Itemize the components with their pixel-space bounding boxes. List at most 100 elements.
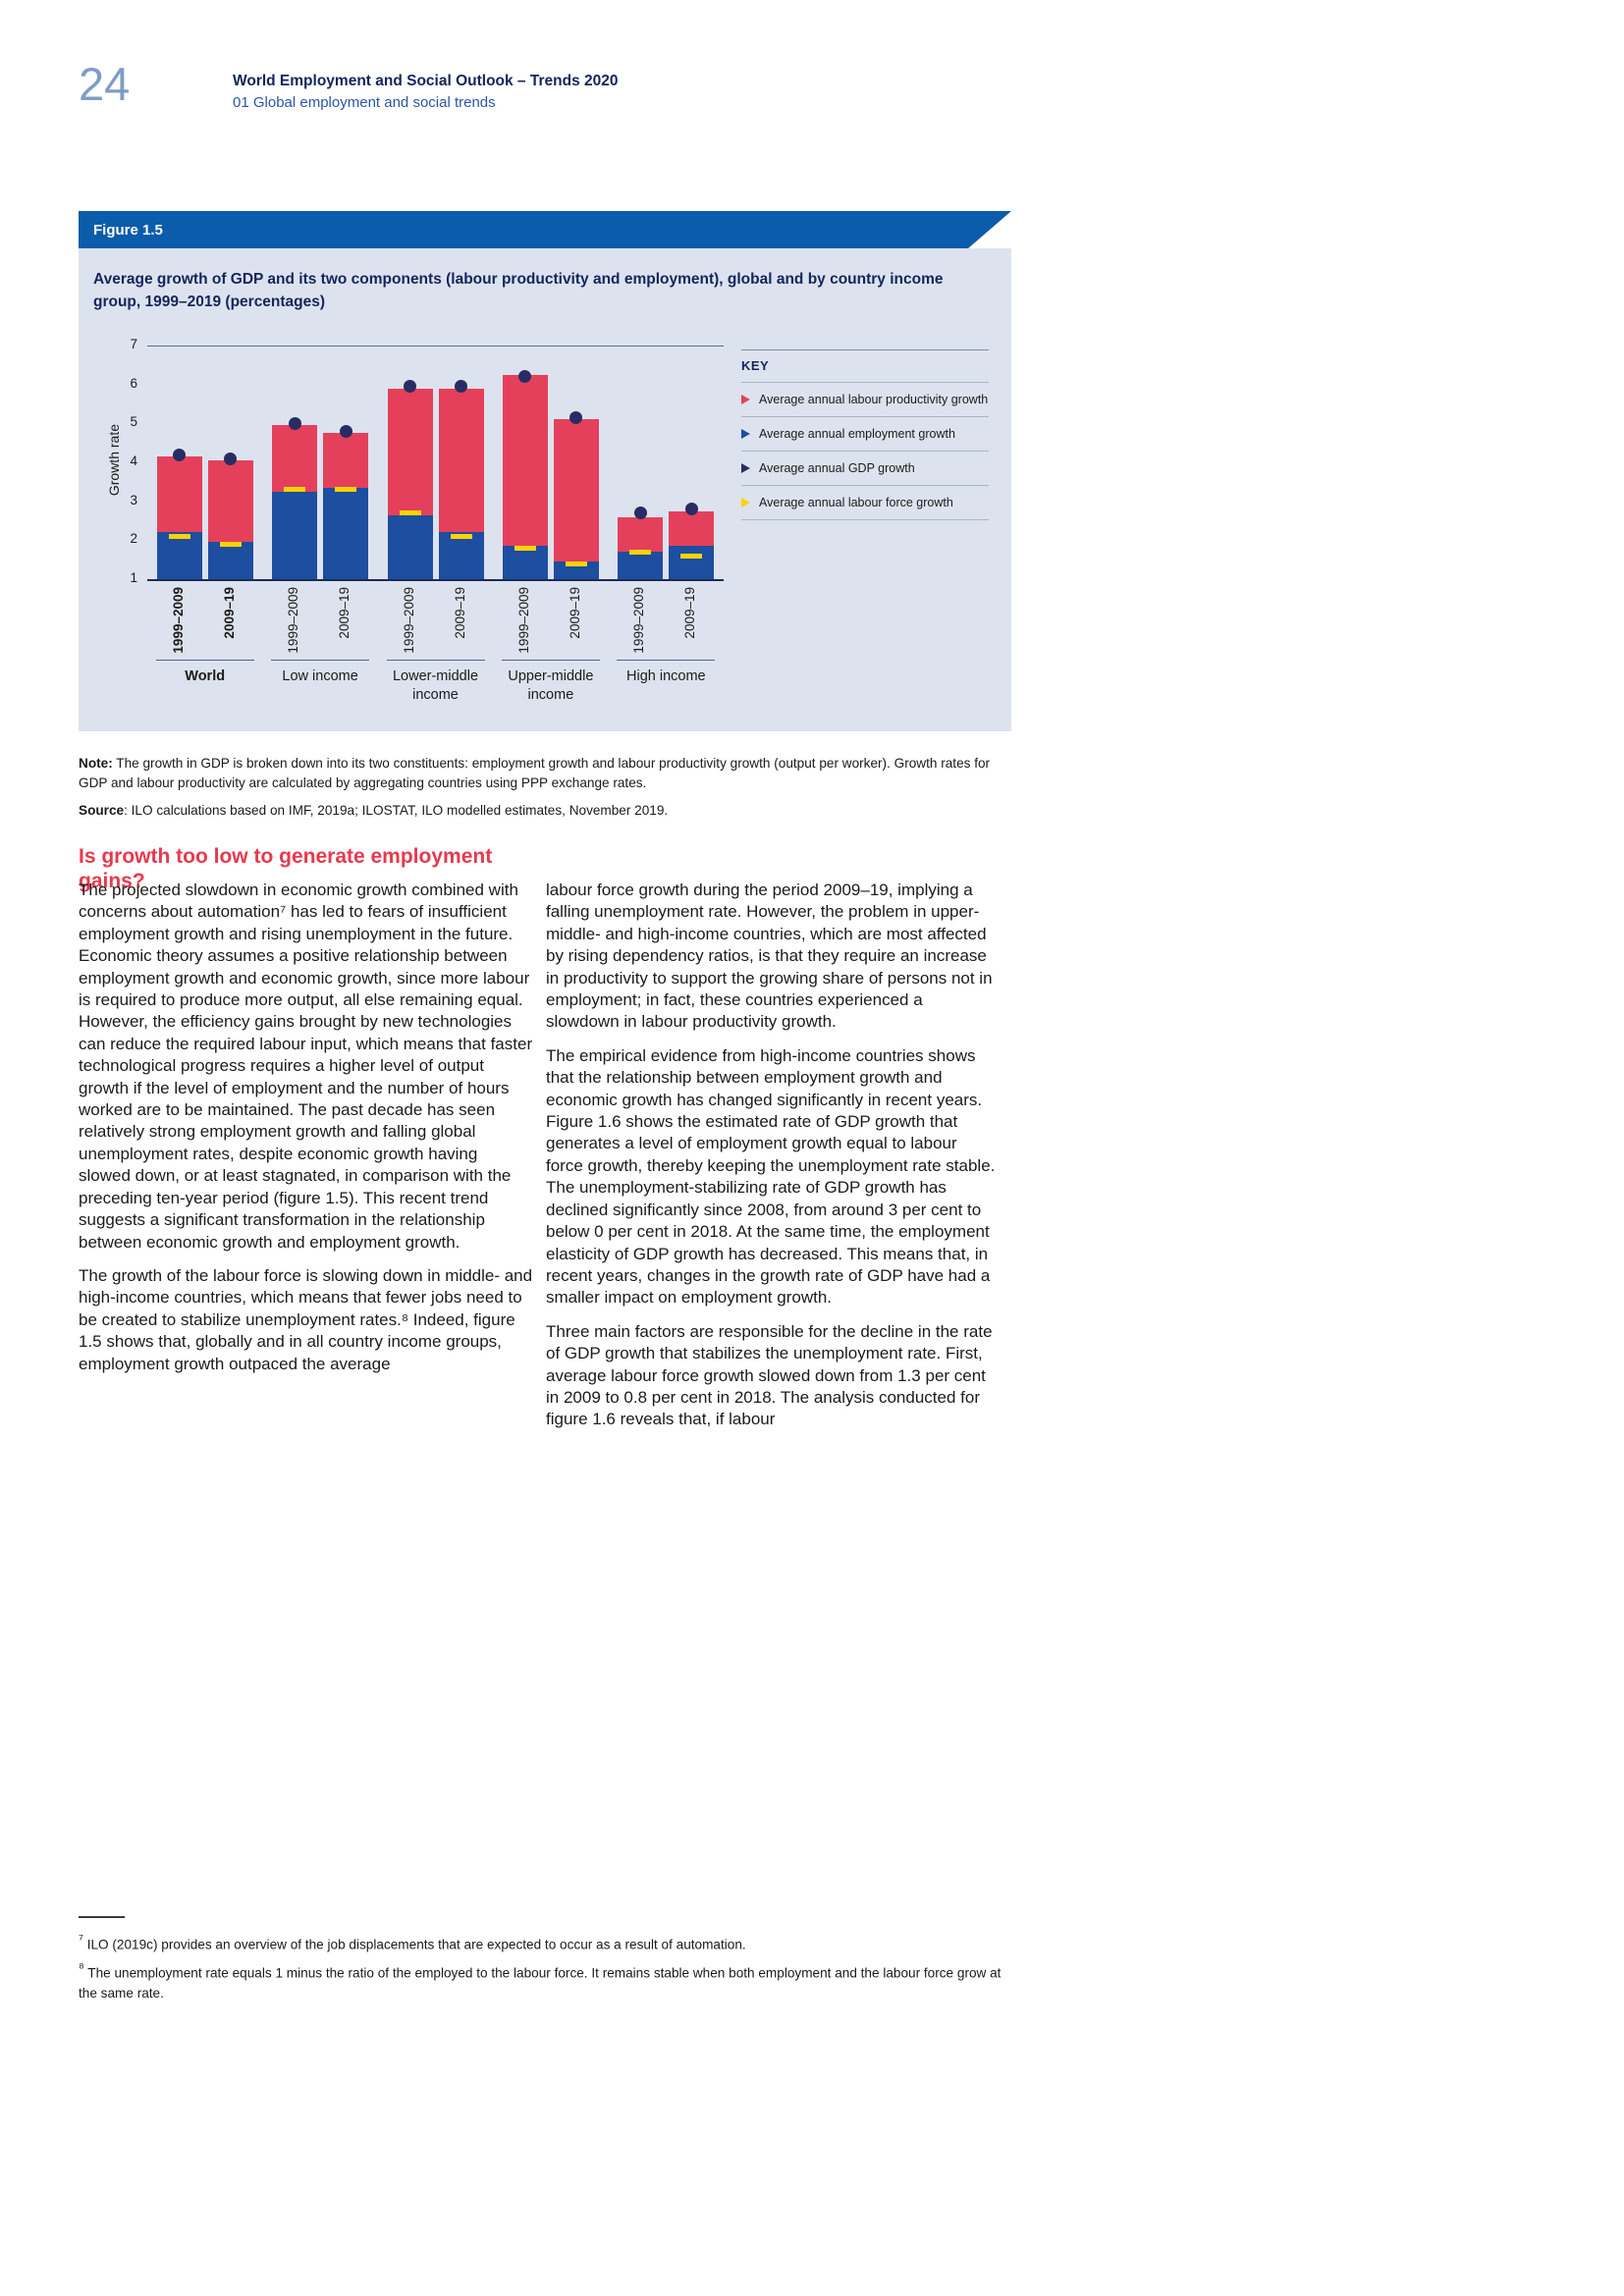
x-period-label: 2009–19 — [452, 587, 467, 639]
group-label: Lower-middle income — [392, 668, 479, 703]
bar-segment-productivity — [207, 460, 253, 543]
figure-source: Source: ILO calculations based on IMF, 2… — [79, 801, 1009, 821]
x-period-label: 2009–19 — [337, 587, 352, 639]
bar-segment-productivity — [438, 388, 484, 533]
gdp-dot — [633, 507, 647, 520]
bar-segment-employment — [502, 546, 548, 579]
section-heading: Is growth too low to generate employment… — [79, 845, 493, 893]
bar-segment-employment — [669, 546, 715, 579]
labour_force-triangle-icon — [741, 498, 750, 507]
footnote-7: ⁷ ILO (2019c) provides an overview of th… — [79, 1930, 1011, 1955]
bar-segment-productivity — [553, 419, 599, 562]
paragraph: The projected slowdown in economic growt… — [79, 881, 533, 1252]
footnote-marker: ⁸ — [79, 1959, 84, 1975]
gdp-dot — [173, 448, 187, 461]
x-period-label: 2009–19 — [567, 587, 582, 639]
y-tick-label: 7 — [130, 337, 137, 351]
x-period-label: 1999–2009 — [515, 587, 531, 654]
legend-entries: Average annual labour productivity growt… — [741, 383, 989, 520]
gdp-dot — [455, 380, 467, 394]
group-label: World — [185, 668, 226, 684]
bar-segment-employment — [156, 532, 202, 579]
labour-force-dash — [399, 510, 421, 516]
figure-banner-label: Figure 1.5 — [93, 221, 163, 239]
bar-segment-employment — [618, 552, 664, 579]
labour-force-dash — [450, 533, 472, 539]
bar-segment-employment — [387, 514, 433, 579]
figure-title: Average growth of GDP and its two compon… — [93, 271, 944, 311]
legend-entry-label: Average annual labour force growth — [759, 496, 953, 509]
gdp-dot — [224, 452, 238, 465]
note-text: The growth in GDP is broken down into it… — [79, 756, 991, 791]
figure-banner: Figure 1.5 — [79, 211, 1011, 248]
text-column-right: labour force growth during the period 20… — [546, 880, 998, 1443]
y-tick-label: 3 — [130, 492, 137, 507]
gdp-growth-chart: 1 2 3 4 5 6 7 1999–2009 2009–19 World 1999–2009 200… — [79, 248, 1011, 731]
labour-force-dash — [168, 533, 190, 539]
paragraph: labour force growth during the period 20… — [546, 881, 993, 1032]
group-rule — [155, 660, 254, 661]
x-period-label: 1999–2009 — [170, 587, 186, 654]
bar-segment-employment — [323, 487, 369, 579]
page-number: 24 — [79, 58, 131, 110]
labour-force-dash — [514, 545, 536, 551]
top-gridline — [147, 346, 724, 347]
footnote-text: The unemployment rate equals 1 minus the… — [79, 1965, 1001, 2001]
labour-force-dash — [284, 487, 306, 493]
group-label: High income — [626, 668, 706, 684]
group-label: Upper-middle income — [508, 668, 594, 703]
bar-segment-productivity — [618, 516, 664, 553]
group-rule — [386, 660, 485, 661]
source-text: : ILO calculations based on IMF, 2019a; … — [124, 802, 669, 818]
labour-force-dash — [565, 561, 587, 566]
labour-force-dash — [629, 549, 652, 555]
bar-segment-productivity — [387, 388, 433, 515]
group-label: Low income — [282, 668, 358, 684]
page-header: World Employment and Social Outlook – Tr… — [233, 73, 618, 111]
gdp-dot — [518, 370, 532, 384]
paragraph: The empirical evidence from high-income … — [546, 1045, 996, 1308]
group-rule — [617, 660, 716, 661]
bar-segment-productivity — [156, 456, 202, 533]
productivity-triangle-icon — [741, 395, 750, 404]
employment-triangle-icon — [741, 429, 750, 439]
legend-entry: Average annual GDP growth — [741, 452, 989, 486]
footnote-text: ILO (2019c) provides an overview of the … — [82, 1937, 746, 1952]
x-period-label: 2009–19 — [682, 587, 698, 639]
legend-entry-label: Average annual employment growth — [759, 427, 955, 441]
x-period-label: 1999–2009 — [631, 587, 647, 654]
paragraph: The growth of the labour force is slowin… — [79, 1265, 533, 1373]
text-column-left: The projected slowdown in economic growt… — [79, 880, 533, 1387]
bar-segment-employment — [272, 491, 318, 579]
note-label: Note: — [79, 756, 113, 771]
group-rule — [501, 660, 600, 661]
report-title: World Employment and Social Outlook – Tr… — [233, 73, 619, 89]
legend-entry-label: Average annual labour productivity growt… — [759, 393, 989, 406]
bar-segment-productivity — [272, 425, 318, 492]
gdp-dot — [404, 380, 416, 394]
y-tick-label: 4 — [130, 454, 137, 468]
footnotes: ⁷ ILO (2019c) provides an overview of th… — [79, 1930, 1011, 2006]
bar-segment-productivity — [502, 374, 548, 547]
source-label: Source — [79, 802, 125, 818]
footnote-8: ⁸ The unemployment rate equals 1 minus t… — [79, 1958, 1011, 2003]
group-rule — [271, 660, 370, 661]
chapter-subtitle: 01 Global employment and social trends — [233, 94, 496, 111]
labour-force-dash — [680, 553, 703, 559]
legend-entry: Average annual employment growth — [741, 417, 989, 452]
gdp-dot — [339, 424, 352, 438]
y-tick-label: 5 — [130, 414, 137, 430]
legend-entry-label: Average annual GDP growth — [759, 461, 915, 475]
bar-segment-employment — [438, 532, 484, 579]
gdp-dot — [684, 503, 698, 516]
x-period-label: 1999–2009 — [286, 587, 301, 654]
bar-segment-productivity — [323, 433, 369, 488]
y-tick-label: 2 — [130, 531, 137, 547]
y-tick-label: 1 — [130, 570, 137, 585]
figure-note: Note: The growth in GDP is broken down i… — [79, 754, 1009, 794]
labour-force-dash — [219, 541, 242, 547]
legend-entry: Average annual labour productivity growt… — [741, 383, 989, 417]
bar-segment-employment — [553, 561, 599, 579]
footnote-rule — [79, 1916, 125, 1918]
